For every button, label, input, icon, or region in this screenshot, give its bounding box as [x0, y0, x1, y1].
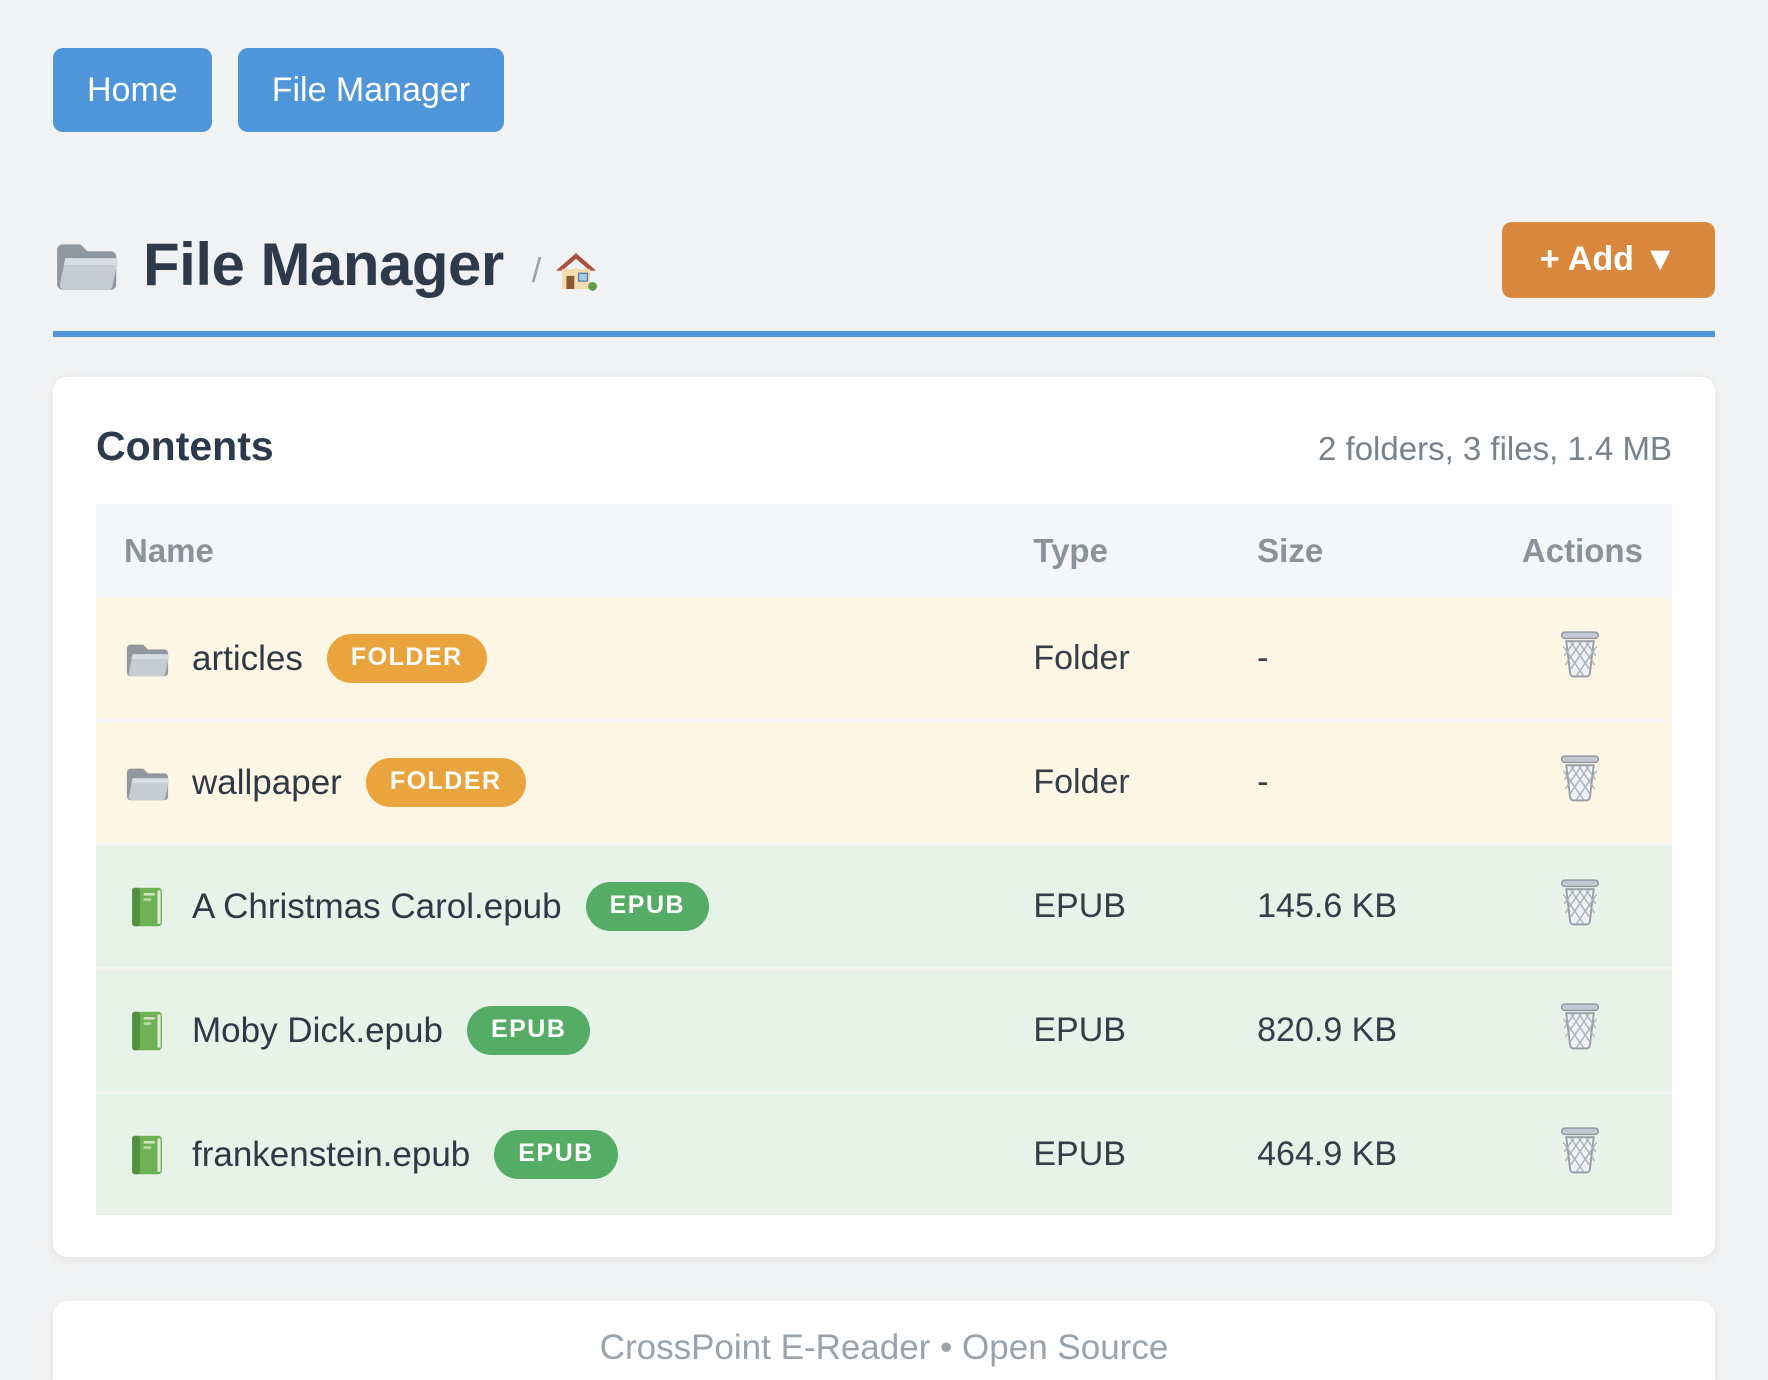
folder-icon [126, 644, 169, 676]
table-row[interactable]: frankenstein.epub EPUB EPUB 464.9 KB [96, 1092, 1672, 1215]
table-header-row: Name Type Size Actions [96, 504, 1672, 598]
footer-text: CrossPoint E-Reader • Open Source [599, 1328, 1169, 1367]
file-name[interactable]: articles [192, 638, 303, 678]
trash-icon [1560, 1127, 1600, 1174]
folder-icon [57, 243, 118, 290]
table-row[interactable]: A Christmas Carol.epub EPUB EPUB 145.6 K… [96, 844, 1672, 969]
breadcrumb-separator: / [531, 252, 542, 290]
column-header-name: Name [96, 504, 1006, 598]
column-header-size: Size [1229, 504, 1494, 598]
type-badge: EPUB [466, 1006, 591, 1055]
file-name[interactable]: wallpaper [192, 762, 342, 802]
file-size: 464.9 KB [1257, 1135, 1398, 1173]
trash-icon [1560, 1003, 1600, 1050]
table-row[interactable]: wallpaper FOLDER Folder - [96, 720, 1672, 845]
file-type: EPUB [1033, 1135, 1126, 1173]
contents-table: Name Type Size Actions articles FOLDER F… [96, 504, 1672, 1215]
file-name[interactable]: frankenstein.epub [192, 1134, 471, 1174]
delete-button[interactable] [1558, 1126, 1602, 1174]
top-nav: Home File Manager [53, 48, 1715, 132]
table-row[interactable]: Moby Dick.epub EPUB EPUB 820.9 KB [96, 968, 1672, 1093]
page-header: File Manager / + Add ▼ [53, 221, 1715, 299]
file-size: 820.9 KB [1257, 1011, 1398, 1049]
book-icon [132, 1135, 162, 1174]
trash-icon [1560, 755, 1600, 802]
book-icon [132, 887, 162, 926]
type-badge: EPUB [494, 1130, 618, 1179]
table-row[interactable]: articles FOLDER Folder - [96, 598, 1672, 721]
delete-button[interactable] [1558, 878, 1602, 926]
nav-home-button[interactable]: Home [53, 48, 212, 132]
type-badge: EPUB [585, 882, 710, 931]
file-name[interactable]: Moby Dick.epub [192, 1010, 443, 1050]
delete-button[interactable] [1558, 630, 1602, 678]
trash-icon [1560, 879, 1600, 926]
delete-button[interactable] [1558, 1002, 1602, 1050]
file-name[interactable]: A Christmas Carol.epub [192, 886, 562, 926]
file-type: Folder [1033, 763, 1130, 801]
file-size: - [1257, 763, 1269, 801]
file-size: 145.6 KB [1257, 887, 1398, 925]
house-icon [555, 252, 598, 291]
add-button[interactable]: + Add ▼ [1501, 221, 1715, 298]
file-type: EPUB [1033, 1011, 1126, 1049]
contents-heading: Contents [96, 423, 274, 469]
footer: CrossPoint E-Reader • Open Source [53, 1301, 1715, 1380]
type-badge: FOLDER [365, 758, 526, 807]
trash-icon [1560, 631, 1600, 678]
nav-file-manager-button[interactable]: File Manager [237, 48, 505, 132]
breadcrumb: / [531, 252, 598, 291]
contents-card: Contents 2 folders, 3 files, 1.4 MB Name… [53, 377, 1715, 1257]
header-divider [53, 331, 1715, 337]
file-type: EPUB [1033, 887, 1126, 925]
file-size: - [1257, 639, 1269, 677]
contents-summary: 2 folders, 3 files, 1.4 MB [1318, 430, 1672, 467]
contents-table-body: articles FOLDER Folder - wallpaper FOLDE… [96, 598, 1672, 1215]
book-icon [132, 1011, 162, 1050]
file-type: Folder [1033, 639, 1130, 677]
page-title: File Manager [143, 231, 504, 298]
breadcrumb-home-link[interactable] [555, 252, 598, 291]
delete-button[interactable] [1558, 754, 1602, 802]
column-header-type: Type [1005, 504, 1230, 598]
column-header-actions: Actions [1493, 504, 1672, 598]
folder-icon [126, 768, 169, 800]
type-badge: FOLDER [326, 634, 487, 683]
